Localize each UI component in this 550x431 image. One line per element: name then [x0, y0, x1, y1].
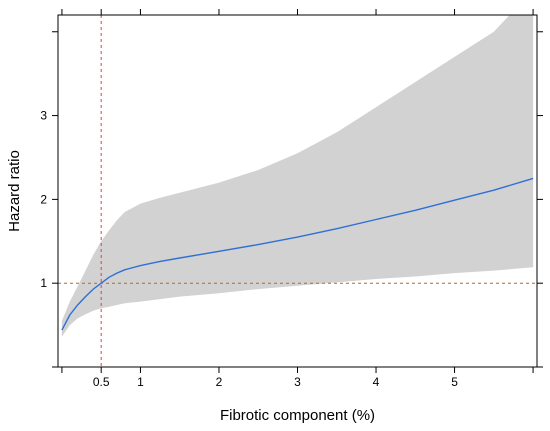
y-tick-label: 2	[40, 192, 47, 206]
plot-area	[58, 15, 537, 367]
x-tick-label: 4	[373, 375, 380, 389]
y-axis-title: Hazard ratio	[6, 150, 23, 232]
hazard-ratio-line	[61, 177, 534, 331]
x-axis-title: Fibrotic component (%)	[220, 407, 375, 424]
x-tick-label: 0.5	[93, 375, 110, 389]
x-tick-label: 2	[216, 375, 223, 389]
y-tick-label: 3	[40, 109, 47, 123]
x-tick-label: 1	[137, 375, 144, 389]
y-tick-label: 1	[40, 276, 47, 290]
x-tick-label: 5	[451, 375, 458, 389]
confidence-band	[61, 15, 534, 337]
x-tick-label: 3	[294, 375, 301, 389]
axis-ticks: 0.5 1 2 3 4 5 1 2 3	[40, 9, 543, 389]
